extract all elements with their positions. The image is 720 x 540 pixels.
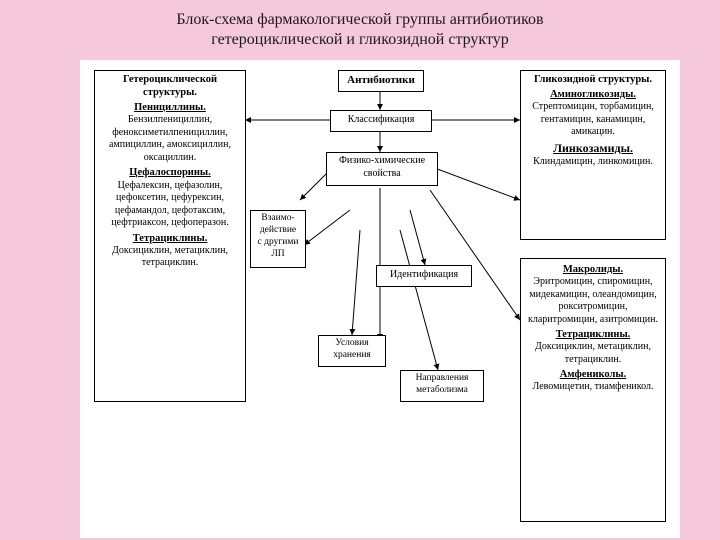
hetero-g2: Цефалоспорины.: [98, 166, 242, 179]
node-storage: Условия хранения: [318, 335, 386, 367]
node-metabolism: Направления метаболизма: [400, 370, 484, 402]
macro-g3: Амфениколы.: [524, 368, 662, 381]
page-title-line2: гетероциклической и гликозидной структур: [211, 31, 509, 48]
glyco-header: Гликозидной структуры.: [524, 73, 662, 86]
glyco-g1: Аминогликозиды.: [524, 88, 662, 101]
node-glycoside: Гликозидной структуры. Аминогликозиды. С…: [520, 70, 666, 240]
node-identification: Идентификация: [376, 265, 472, 287]
diagram-canvas: Антибиотики Классификация Физико-химичес…: [80, 60, 680, 538]
hetero-g1-items: Бензилпенициллин, феноксиметилпенициллин…: [98, 114, 242, 164]
hetero-g3-items: Доксициклин, метациклин, тетрациклин.: [98, 245, 242, 270]
node-antibiotics: Антибиотики: [338, 70, 424, 92]
node-heterocyclic: Гетероциклической структуры. Пенициллины…: [94, 70, 246, 402]
hetero-g3: Тетрациклины.: [98, 232, 242, 245]
node-macrolides: Макролиды. Эритромицин, спиромицин, миде…: [520, 258, 666, 522]
node-interaction: Взаимо- действие с другими ЛП: [250, 210, 306, 268]
node-classification: Классификация: [330, 110, 432, 132]
macro-g1-items: Эритромицин, спиромицин, мидекамицин, ол…: [524, 276, 662, 326]
macro-g1: Макролиды.: [524, 263, 662, 276]
node-physchem: Физико-химические свойства: [326, 152, 438, 186]
hetero-header: Гетероциклической структуры.: [98, 73, 242, 99]
glyco-g2-items: Клиндамицин, линкомицин.: [524, 156, 662, 169]
page-title-line1: Блок-схема фармакологической группы анти…: [176, 11, 543, 28]
hetero-g2-items: Цефалексин, цефазолин, цефоксетин, цефур…: [98, 180, 242, 230]
glyco-g2: Линкозамиды.: [524, 141, 662, 156]
macro-g2-items: Доксициклин, метациклин, тетрациклин.: [524, 341, 662, 366]
macro-g2: Тетрациклины.: [524, 328, 662, 341]
glyco-g1-items: Стрептомицин, торбамицин, гентамицин, ка…: [524, 101, 662, 139]
macro-g3-items: Левомицетин, тиамфеникол.: [524, 381, 662, 394]
hetero-g1: Пенициллины.: [98, 101, 242, 114]
